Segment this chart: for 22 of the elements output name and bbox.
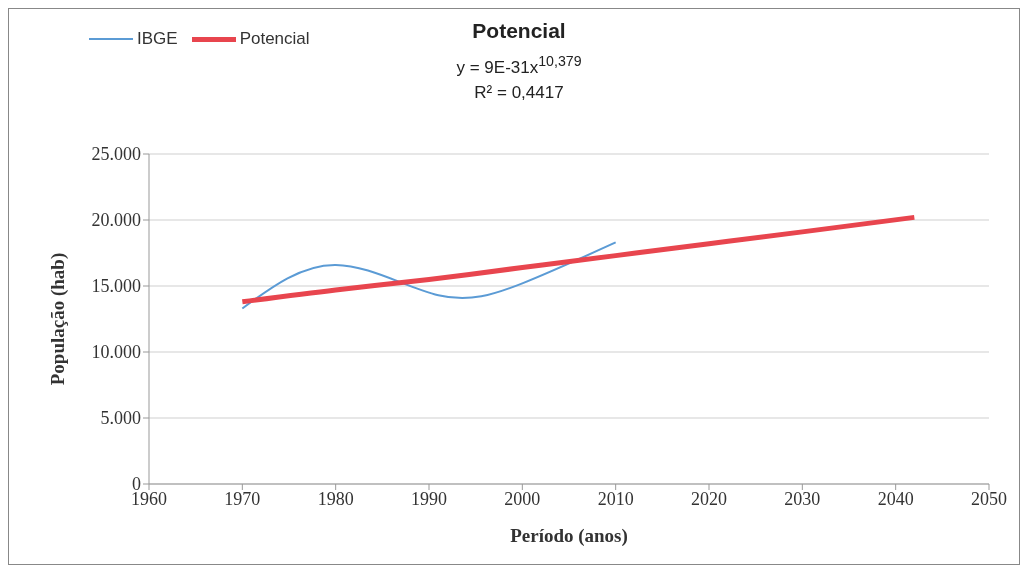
x-tick-label: 2020 bbox=[691, 488, 727, 509]
text: R² = 0,4417 bbox=[473, 81, 565, 104]
x-tick-label: 2030 bbox=[784, 488, 821, 509]
chart-title: Potencial bbox=[471, 19, 567, 43]
y-tick-label: 25.000 bbox=[91, 144, 141, 165]
y-tick-label: 20.000 bbox=[91, 210, 141, 231]
legend-label: IBGE bbox=[136, 29, 178, 49]
x-tick-label: 1980 bbox=[317, 488, 354, 509]
line-series bbox=[241, 241, 617, 310]
y-tick-label: 10.000 bbox=[91, 342, 141, 363]
y-tick-label: 15.000 bbox=[91, 276, 141, 297]
x-tick-label: 2050 bbox=[971, 488, 1007, 509]
x-tick-label: 2010 bbox=[597, 488, 634, 509]
x-tick-label: 2000 bbox=[504, 488, 541, 509]
x-axis-title: Período (anos) bbox=[510, 525, 628, 547]
x-tick-label: 2040 bbox=[877, 488, 914, 509]
legend-label: Potencial bbox=[238, 29, 310, 49]
x-tick-label: 1970 bbox=[224, 488, 261, 509]
x-tick-label: 1990 bbox=[411, 488, 447, 509]
text: y = 9E-31x$^{10,379}$ bbox=[455, 52, 583, 79]
y-axis-title: População (hab) bbox=[46, 252, 69, 386]
y-tick-label: 5.000 bbox=[100, 408, 141, 429]
